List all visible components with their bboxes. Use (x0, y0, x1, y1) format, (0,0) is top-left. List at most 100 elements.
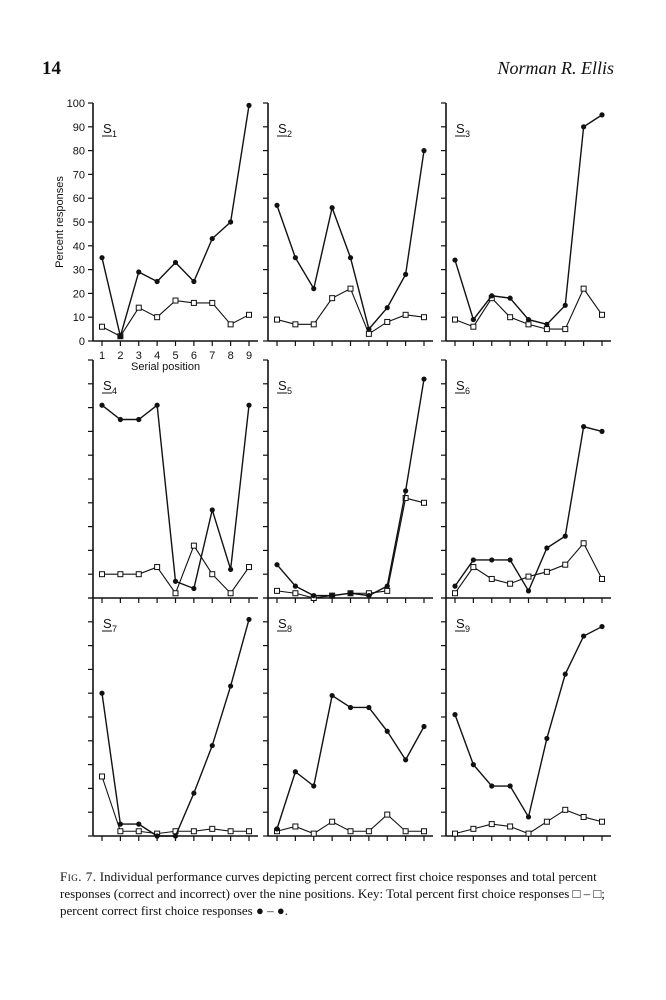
panel-8-total-point-4 (329, 818, 336, 825)
panel-7-total-point-3 (135, 828, 142, 835)
panel-4-correct-point-9 (246, 402, 252, 408)
panel-1-series-total-line (101, 299, 250, 337)
panel-5-correct-point-2 (292, 583, 298, 589)
panel-7-series-correct-line (101, 619, 250, 837)
panel-8-total-point-6 (365, 828, 372, 835)
y-tick-label-50: 50 (73, 217, 85, 229)
panel-1-correct-point-3 (136, 269, 142, 275)
panel-7-total-point-7 (209, 825, 216, 832)
panel-7-total-point-8 (227, 828, 234, 835)
panel-5-total-point-2 (292, 590, 299, 597)
panel-5-label: S (278, 378, 287, 393)
panel-2-total-point-5 (347, 285, 354, 292)
panel-6-correct-point-9 (599, 428, 605, 434)
panel-9-correct-point-9 (599, 623, 605, 630)
panel-2-total-point-7 (384, 318, 391, 325)
x-tick-label-3: 3 (136, 350, 142, 362)
panel-2-series-total-line (276, 287, 425, 335)
panel-3-correct-point-3 (489, 293, 495, 299)
panel-6-correct-point-2 (470, 557, 476, 563)
panel-3-correct-point-9 (599, 112, 605, 118)
panel-9-total-point-4 (507, 823, 514, 830)
panel-6-correct-point-5 (525, 588, 532, 594)
panel-9-total-point-1 (452, 830, 458, 837)
panel-6-total-point-5 (525, 573, 532, 580)
y-tick-label-20: 20 (73, 288, 85, 300)
panel-4-total-point-9 (246, 564, 252, 571)
figure-caption: Fig. 7. Individual performance curves de… (60, 868, 620, 919)
panel-3-total-point-4 (507, 314, 514, 321)
panel-9-correct-point-7 (562, 671, 568, 677)
panel-1-total-point-3 (135, 304, 142, 311)
panel-8-correct-point-4 (329, 692, 335, 699)
panel-4-total-point-2 (117, 571, 124, 578)
panel-5-series-correct-line (276, 378, 425, 597)
panel-5-correct-point-8 (403, 488, 409, 494)
panel-8-correct-point-5 (347, 704, 354, 711)
panel-5-correct-point-5 (347, 590, 354, 596)
y-tick-label-90: 90 (73, 122, 85, 134)
x-tick-label-5: 5 (172, 350, 178, 362)
panel-9-correct-point-3 (489, 783, 495, 789)
panel-7-total-point-6 (190, 828, 197, 835)
panel-4-correct-point-4 (154, 402, 160, 408)
panel-5-correct-point-1 (274, 562, 280, 568)
panel-2-correct-point-7 (384, 305, 390, 311)
panel-6-total-point-6 (543, 568, 550, 575)
y-tick-label-70: 70 (73, 169, 85, 181)
panel-7-correct-point-4 (154, 833, 160, 839)
panel-9-total-point-5 (525, 830, 532, 837)
panel-8-total-point-9 (421, 828, 427, 835)
panel-9-correct-point-5 (525, 814, 532, 820)
panel-5-total-point-7 (384, 587, 391, 594)
panel-1-correct-point-6 (191, 278, 197, 285)
panel-6-correct-point-3 (489, 557, 495, 563)
panel-1-total-point-5 (172, 297, 179, 304)
panel-8-label: S (278, 616, 287, 631)
panel-6-correct-point-1 (452, 583, 458, 589)
panel-4-correct-point-2 (117, 416, 123, 423)
panel-2-correct-point-5 (347, 255, 354, 261)
y-tick-label-30: 30 (73, 265, 85, 277)
panel-7-correct-point-9 (246, 616, 252, 623)
panel-3-total-point-5 (525, 321, 532, 328)
panel-8-correct-point-1 (274, 826, 280, 832)
panel-2-label: S (278, 121, 287, 136)
x-tick-label-8: 8 (228, 350, 234, 362)
panel-4-label-subscript: 4 (112, 386, 117, 396)
panel-7-label-subscript: 7 (112, 624, 117, 634)
panel-7-correct-point-5 (172, 833, 179, 839)
x-tick-label-7: 7 (209, 350, 215, 362)
panel-1-correct-point-2 (117, 333, 123, 339)
panel-9-series-correct-line (454, 625, 603, 819)
panel-2-correct-point-1 (274, 202, 280, 208)
panel-4-correct-point-5 (172, 578, 179, 584)
panel-9-correct-point-4 (507, 783, 513, 789)
panel-3-correct-point-8 (581, 124, 587, 130)
panel-1-correct-point-9 (246, 102, 252, 108)
panel-4-series-correct-line (101, 403, 250, 590)
panel-9-label-subscript: 9 (465, 624, 470, 634)
panel-4-total-point-1 (99, 571, 105, 578)
panel-2-label-subscript: 2 (287, 129, 292, 139)
panel-7-label: S (103, 616, 112, 631)
panel-7-correct-point-3 (136, 821, 142, 827)
panel-6-correct-point-8 (581, 424, 587, 430)
panel-8-correct-point-9 (421, 723, 427, 730)
caption-text-mid: ; percent correct first choice responses (60, 886, 605, 918)
panel-9-label: S (456, 616, 465, 631)
panel-1-total-point-8 (227, 321, 234, 328)
panel-3-correct-point-6 (544, 321, 550, 327)
panel-2-correct-point-2 (292, 255, 298, 261)
panel-1-total-point-9 (246, 311, 252, 318)
panel-6-correct-point-7 (562, 533, 568, 539)
panel-1-correct-point-8 (228, 219, 234, 225)
panel-4-correct-point-6 (191, 585, 197, 592)
panel-2-total-point-4 (329, 295, 336, 302)
panel-8-correct-point-6 (366, 704, 372, 711)
panel-4-label: S (103, 378, 112, 393)
panel-2-total-point-9 (421, 314, 427, 321)
panel-3-correct-point-4 (507, 295, 513, 301)
panel-3-correct-point-1 (452, 257, 458, 263)
panel-8-correct-point-8 (403, 757, 409, 763)
